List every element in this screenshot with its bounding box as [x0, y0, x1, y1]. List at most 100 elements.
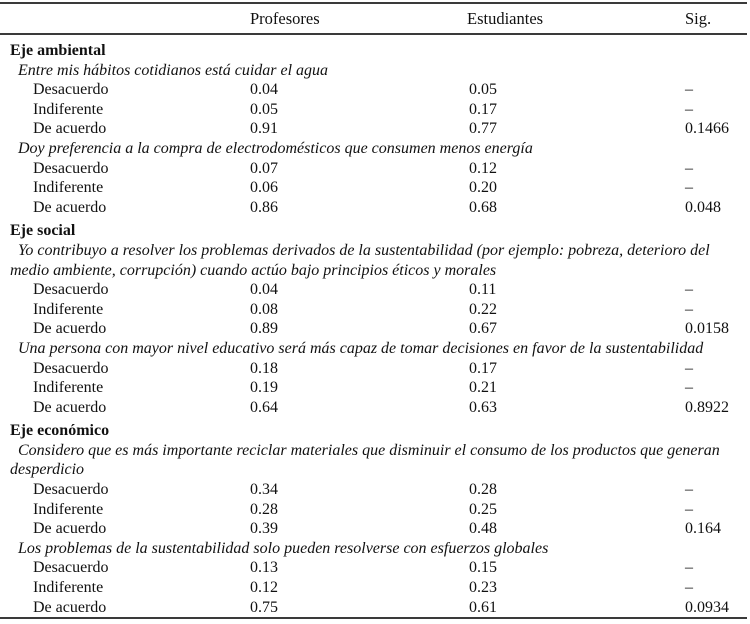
statement-row: Yo contribuyo a resolver los problemas d… — [0, 241, 747, 280]
estudiantes-value: 0.28 — [469, 481, 497, 499]
estudiantes-value: 0.48 — [469, 520, 497, 538]
option-label: De acuerdo — [33, 198, 107, 216]
section-row: Eje social — [0, 217, 747, 241]
profesores-value: 0.89 — [250, 320, 278, 338]
option-label: Indiferente — [33, 300, 104, 318]
sig-value: – — [685, 579, 693, 597]
data-row: Indiferente 0.19 0.21 – — [0, 378, 747, 398]
sig-value: – — [685, 300, 693, 318]
estudiantes-value: 0.17 — [469, 359, 497, 377]
data-row: Desacuerdo 0.18 0.17 – — [0, 359, 747, 379]
sig-value: 0.164 — [685, 520, 721, 538]
sig-value: – — [685, 281, 693, 299]
statement-row: Los problemas de la sustentabilidad solo… — [0, 539, 747, 559]
sig-value: 0.8922 — [685, 398, 729, 416]
sig-value: – — [685, 481, 693, 499]
data-row: Indiferente 0.08 0.22 – — [0, 300, 747, 320]
sig-value: – — [685, 100, 693, 118]
section-row: Eje económico — [0, 417, 747, 441]
statement-row: Entre mis hábitos cotidianos está cuidar… — [0, 61, 747, 81]
data-row: De acuerdo 0.86 0.68 0.048 — [0, 198, 747, 218]
col-header-empty — [0, 3, 248, 35]
profesores-value: 0.19 — [250, 379, 278, 397]
header-row: Profesores Estudiantes Sig. — [0, 3, 747, 35]
profesores-value: 0.34 — [250, 481, 278, 499]
data-row: De acuerdo 0.89 0.67 0.0158 — [0, 319, 747, 339]
profesores-value: 0.39 — [250, 520, 278, 538]
section-title: Eje social — [10, 222, 76, 240]
data-row: Indiferente 0.12 0.23 – — [0, 578, 747, 598]
option-label: Desacuerdo — [33, 559, 109, 577]
statement-text: Entre mis hábitos cotidianos está cuidar… — [18, 61, 329, 79]
option-label: Indiferente — [33, 379, 104, 397]
statement-row: Una persona con mayor nivel educativo se… — [0, 339, 747, 359]
sig-value: – — [685, 500, 693, 518]
estudiantes-value: 0.05 — [469, 81, 497, 99]
profesores-value: 0.12 — [250, 579, 278, 597]
table-header: Profesores Estudiantes Sig. — [0, 3, 747, 35]
sig-value: 0.1466 — [685, 120, 729, 138]
profesores-value: 0.91 — [250, 120, 278, 138]
section-title: Eje ambiental — [10, 42, 106, 59]
sig-value: – — [685, 379, 693, 397]
option-label: Indiferente — [33, 500, 104, 518]
option-label: Desacuerdo — [33, 481, 109, 499]
profesores-value: 0.64 — [250, 398, 278, 416]
option-label: Indiferente — [33, 100, 104, 118]
statement-text: Una persona con mayor nivel educativo se… — [18, 339, 704, 357]
data-row: Indiferente 0.06 0.20 – — [0, 178, 747, 198]
sig-value: – — [685, 179, 693, 197]
sig-value: 0.0158 — [685, 320, 729, 338]
sig-value: – — [685, 559, 693, 577]
estudiantes-value: 0.12 — [469, 159, 497, 177]
statement-text: Los problemas de la sustentabilidad solo… — [18, 539, 549, 557]
estudiantes-value: 0.67 — [469, 320, 497, 338]
sig-value: – — [685, 81, 693, 99]
profesores-value: 0.04 — [250, 81, 278, 99]
section-row: Eje ambiental — [0, 34, 747, 61]
profesores-value: 0.13 — [250, 559, 278, 577]
section-title: Eje económico — [10, 422, 110, 440]
option-label: Desacuerdo — [33, 359, 109, 377]
profesores-value: 0.86 — [250, 198, 278, 216]
col-header-estudiantes: Estudiantes — [467, 3, 685, 35]
sig-value: – — [685, 359, 693, 377]
data-row: De acuerdo 0.75 0.61 0.0934 — [0, 598, 747, 619]
profesores-value: 0.05 — [250, 100, 278, 118]
sig-value: 0.048 — [685, 198, 721, 216]
statement-row: Doy preferencia a la compra de electrodo… — [0, 139, 747, 159]
col-header-sig: Sig. — [685, 3, 747, 35]
profesores-value: 0.04 — [250, 281, 278, 299]
data-row: De acuerdo 0.39 0.48 0.164 — [0, 519, 747, 539]
data-row: Desacuerdo 0.13 0.15 – — [0, 558, 747, 578]
option-label: Indiferente — [33, 579, 104, 597]
estudiantes-value: 0.23 — [469, 579, 497, 597]
option-label: De acuerdo — [33, 120, 107, 138]
estudiantes-value: 0.25 — [469, 500, 497, 518]
col-header-profesores: Profesores — [248, 3, 467, 35]
estudiantes-value: 0.77 — [469, 120, 497, 138]
estudiantes-value: 0.11 — [469, 281, 497, 299]
estudiantes-value: 0.20 — [469, 179, 497, 197]
data-row: Desacuerdo 0.34 0.28 – — [0, 480, 747, 500]
option-label: Desacuerdo — [33, 81, 109, 99]
statement-row: Considero que es más importante reciclar… — [0, 441, 747, 480]
profesores-value: 0.28 — [250, 500, 278, 518]
profesores-value: 0.08 — [250, 300, 278, 318]
statement-text: Considero que es más importante reciclar… — [10, 441, 720, 479]
estudiantes-value: 0.68 — [469, 198, 497, 216]
option-label: De acuerdo — [33, 320, 107, 338]
profesores-value: 0.18 — [250, 359, 278, 377]
sig-value: – — [685, 159, 693, 177]
estudiantes-value: 0.21 — [469, 379, 497, 397]
data-row: Desacuerdo 0.07 0.12 – — [0, 159, 747, 179]
profesores-value: 0.06 — [250, 179, 278, 197]
data-row: Indiferente 0.28 0.25 – — [0, 500, 747, 520]
estudiantes-value: 0.63 — [469, 398, 497, 416]
sig-value: 0.0934 — [685, 598, 729, 616]
data-row: Desacuerdo 0.04 0.05 – — [0, 80, 747, 100]
statement-text: Yo contribuyo a resolver los problemas d… — [10, 241, 710, 279]
profesores-value: 0.07 — [250, 159, 278, 177]
